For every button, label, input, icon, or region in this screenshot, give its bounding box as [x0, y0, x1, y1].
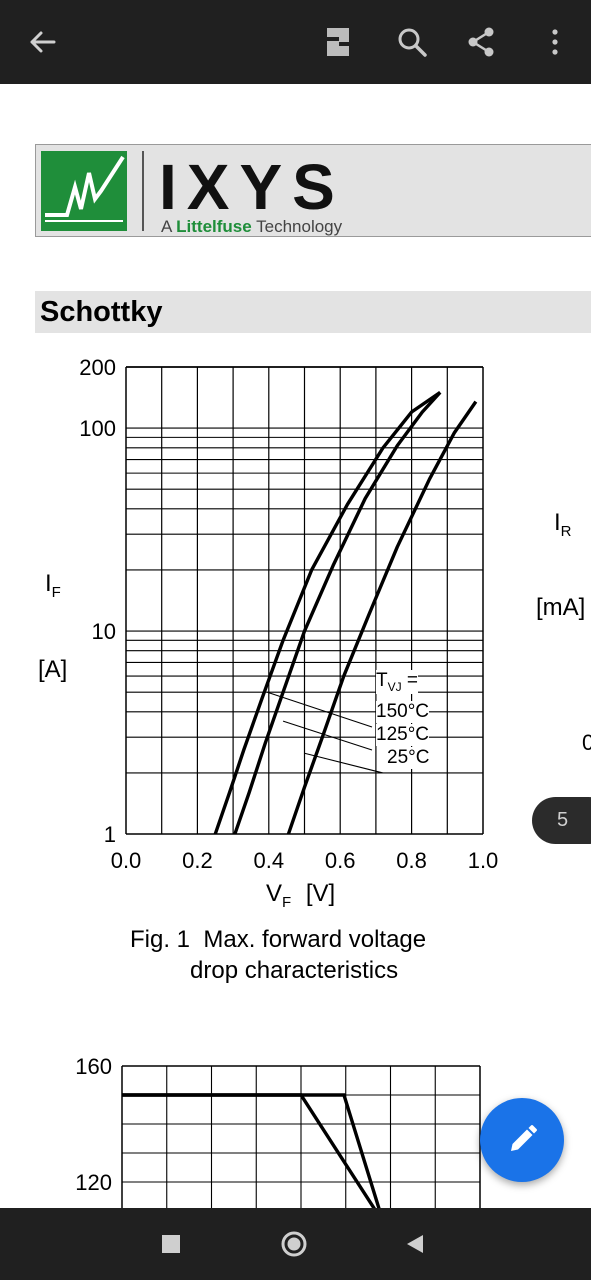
- legend-header-sub: VJ: [387, 679, 402, 694]
- y2-tick-label: 120: [75, 1170, 112, 1195]
- share-button[interactable]: [459, 20, 503, 64]
- tagline-prefix: A: [161, 217, 172, 236]
- ir-label-main: I: [554, 509, 561, 536]
- more-options-button[interactable]: [533, 20, 577, 64]
- more-vert-icon: [552, 29, 558, 55]
- logo-separator: [142, 151, 144, 231]
- legend-header-main: T: [376, 670, 388, 691]
- arrow-left-icon: [30, 31, 56, 53]
- y-axis-label-main: I: [45, 570, 52, 597]
- edit-fab-button[interactable]: [480, 1098, 564, 1182]
- y-tick-label: 1: [104, 822, 116, 847]
- pdf-page[interactable]: IXYS A Littelfuse Technology Schottky 0.…: [0, 84, 591, 1208]
- share-icon: [468, 27, 494, 57]
- legend-item-125: 125°C: [376, 724, 430, 746]
- y-tick-label: 200: [79, 355, 116, 380]
- forward-voltage-chart: 0.0 0.2 0.4 0.6 0.8 1.0 1 10 100 200: [79, 355, 498, 873]
- x-axis-label: VF [V]: [266, 880, 335, 911]
- ir-axis-tick: 0: [582, 730, 591, 755]
- caption-line-1: Fig. 1 Max. forward voltage: [130, 926, 427, 953]
- y-tick-label: 100: [79, 416, 116, 441]
- second-chart: 160 120: [75, 1054, 481, 1208]
- series-line-2: [286, 400, 478, 835]
- search-button[interactable]: [390, 20, 434, 64]
- x-axis-label-main: V: [266, 880, 283, 907]
- y2-tick-label: 160: [75, 1054, 112, 1079]
- legend-leader-0: [266, 691, 373, 728]
- x-tick-label: 0.6: [325, 848, 356, 873]
- system-nav-bar: [0, 1208, 591, 1280]
- section-header: Schottky: [35, 291, 591, 333]
- pencil-icon: [511, 1125, 537, 1151]
- legend-header: TVJ =: [376, 670, 418, 694]
- document-view-icon: [327, 28, 349, 56]
- triangle-back-icon: [407, 1235, 423, 1253]
- legend-leader-1: [282, 720, 373, 751]
- x-tick-label: 0.8: [396, 848, 427, 873]
- x-tick-label: 0.2: [182, 848, 213, 873]
- legend-item-25: 25°C: [387, 747, 430, 769]
- x-tick-label: 1.0: [468, 848, 499, 873]
- legend-header-suffix: =: [401, 670, 418, 691]
- series-line-0: [213, 390, 442, 835]
- home-circle-icon: [281, 1231, 307, 1257]
- ir-label-sub: R: [560, 522, 572, 540]
- caption-line-2: drop characteristics: [130, 957, 399, 984]
- company-logo: IXYS A Littelfuse Technology: [35, 144, 591, 237]
- recents-button[interactable]: [149, 1222, 193, 1266]
- x-axis-label-sub: F: [282, 893, 292, 911]
- app-toolbar: [0, 0, 591, 84]
- series2-line-1: [122, 1093, 381, 1208]
- tagline-suffix: Technology: [256, 217, 343, 236]
- figure-caption: Fig. 1 Max. forward voltage drop charact…: [130, 924, 426, 986]
- ixys-logo-mark: [41, 151, 127, 231]
- logo-tagline: A Littelfuse Technology: [161, 217, 342, 237]
- section-title: Schottky: [40, 296, 163, 328]
- document-view-button[interactable]: [316, 20, 360, 64]
- back-nav-button[interactable]: [393, 1222, 437, 1266]
- figure-plots: 0.0 0.2 0.4 0.6 0.8 1.0 1 10 100 200 160 120: [75, 355, 498, 1208]
- tagline-brand: Littelfuse: [176, 217, 252, 236]
- home-button[interactable]: [272, 1222, 316, 1266]
- y-axis-unit: [A]: [38, 656, 68, 683]
- back-button[interactable]: [20, 20, 64, 64]
- ir-axis-unit: [mA]: [536, 594, 586, 621]
- x-axis-unit: [V]: [305, 880, 336, 907]
- y-tick-label: 10: [92, 619, 116, 644]
- legend-item-150: 150°C: [376, 701, 430, 723]
- y-axis-label: IF: [45, 570, 61, 601]
- logo-wordmark: IXYS: [159, 151, 345, 223]
- legend-leader-2: [304, 752, 384, 774]
- x-tick-label: 0.0: [111, 848, 142, 873]
- series-line-1: [233, 391, 442, 835]
- ir-axis-label: IR: [554, 509, 572, 540]
- y-axis-label-sub: F: [51, 583, 61, 601]
- series2-line-0: [122, 1093, 376, 1208]
- search-icon: [398, 28, 427, 57]
- x-tick-label: 0.4: [254, 848, 285, 873]
- square-icon: [162, 1235, 180, 1253]
- page-number-indicator[interactable]: 5: [532, 797, 591, 844]
